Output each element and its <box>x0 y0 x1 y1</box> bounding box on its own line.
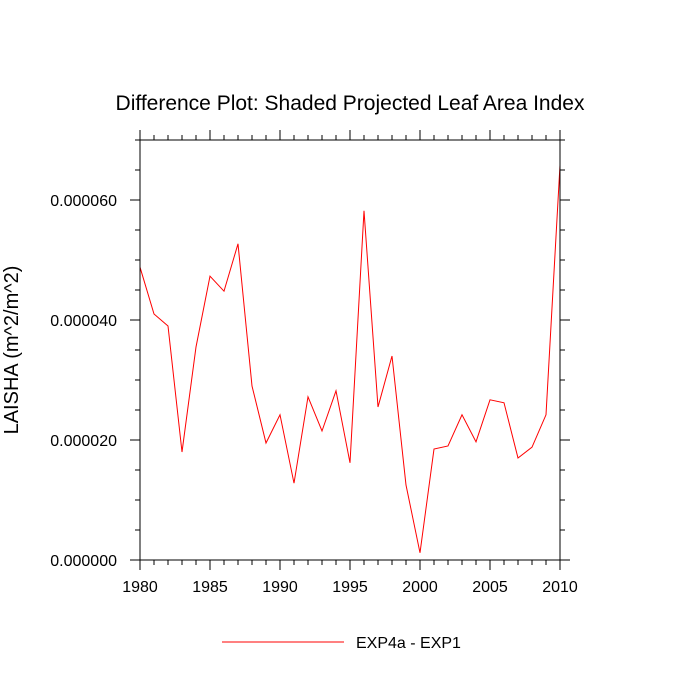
x-tick-label: 2005 <box>472 579 508 596</box>
y-tick-label: 0.000040 <box>50 313 117 330</box>
y-axis-label: LAISHA (m^2/m^2) <box>1 266 23 435</box>
x-tick-label: 1990 <box>262 579 298 596</box>
chart-title: Difference Plot: Shaded Projected Leaf A… <box>116 92 585 115</box>
data-series <box>139 165 561 553</box>
x-tick-label: 1985 <box>192 579 228 596</box>
x-tick-label: 1980 <box>122 579 158 596</box>
y-tick-label: 0.000000 <box>50 553 117 570</box>
axis-ticks <box>130 130 570 570</box>
y-tick-label: 0.000060 <box>50 193 117 210</box>
x-tick-label: 2000 <box>402 579 438 596</box>
x-tick-label: 1995 <box>332 579 368 596</box>
legend-label: EXP4a - EXP1 <box>356 635 461 652</box>
y-tick-label: 0.000020 <box>50 433 117 450</box>
plot-frame <box>139 139 561 561</box>
tick-labels: 1980 1985 1990 1995 2000 2005 2010 0.000000 0.00… <box>50 193 578 596</box>
x-tick-label: 2010 <box>542 579 578 596</box>
legend: EXP4a - EXP1 <box>222 635 461 652</box>
series-line <box>139 165 561 553</box>
